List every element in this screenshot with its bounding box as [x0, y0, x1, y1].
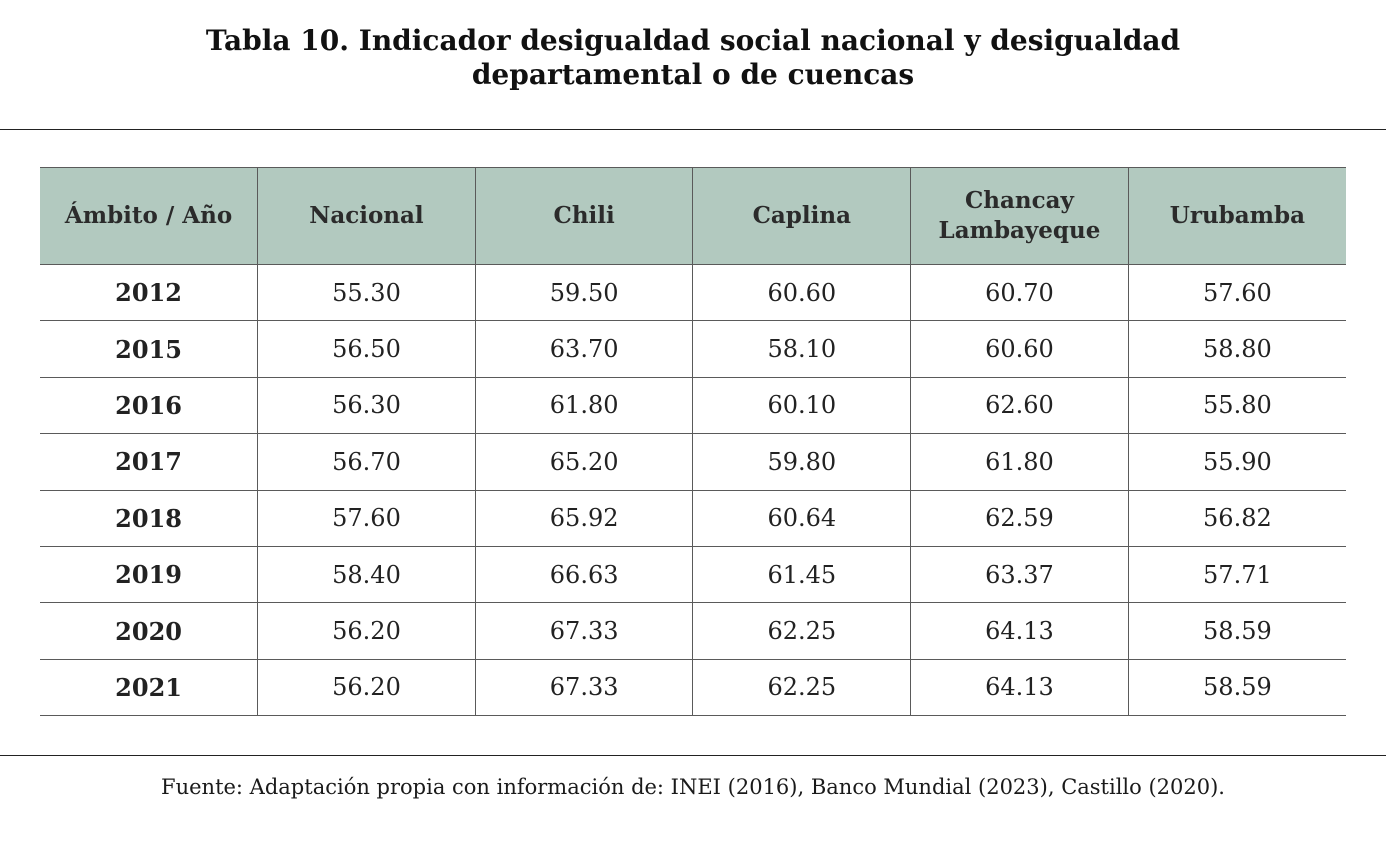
header-ambito-ano: Ámbito / Año	[40, 167, 258, 265]
table-row: 2015 56.50 63.70 58.10 60.60 58.80	[40, 320, 1346, 378]
table-row: 2021 56.20 67.33 62.25 64.13 58.59	[40, 659, 1346, 717]
table-title: Tabla 10. Indicador desigualdad social n…	[0, 24, 1386, 92]
header-chili: Chili	[474, 167, 693, 265]
table-body: 2012 55.30 59.50 60.60 60.70 57.60 2015 56.50 63…	[40, 264, 1346, 717]
cell-urubamba: 55.80	[1127, 377, 1346, 435]
table-row: 2016 56.30 61.80 60.10 62.60 55.80	[40, 377, 1346, 435]
cell-caplina: 61.45	[692, 546, 911, 604]
cell-chancay-lambayeque: 60.70	[910, 264, 1129, 322]
cell-year: 2019	[40, 546, 258, 604]
top-divider	[0, 129, 1386, 130]
header-urubamba: Urubamba	[1127, 167, 1346, 265]
cell-year: 2021	[40, 659, 258, 717]
cell-chancay-lambayeque: 62.59	[910, 490, 1129, 547]
cell-chancay-lambayeque: 64.13	[910, 602, 1129, 660]
cell-nacional: 57.60	[257, 490, 476, 547]
source-note: Fuente: Adaptación propia con informació…	[161, 775, 1225, 799]
cell-chancay-lambayeque: 62.60	[910, 377, 1129, 435]
cell-chili: 61.80	[474, 377, 693, 435]
data-table: Ámbito / Año Nacional Chili Caplina Chan…	[40, 167, 1346, 717]
cell-nacional: 56.50	[257, 320, 476, 378]
cell-chili: 59.50	[474, 264, 693, 322]
cell-chili: 67.33	[474, 659, 693, 717]
header-nacional: Nacional	[257, 167, 476, 265]
cell-nacional: 56.30	[257, 377, 476, 435]
header-chancay-lambayeque: Chancay Lambayeque	[910, 167, 1129, 265]
cell-nacional: 56.20	[257, 602, 476, 660]
cell-caplina: 58.10	[692, 320, 911, 378]
cell-nacional: 56.20	[257, 659, 476, 717]
cell-caplina: 62.25	[692, 659, 911, 717]
cell-nacional: 55.30	[257, 264, 476, 322]
cell-urubamba: 58.80	[1127, 320, 1346, 378]
cell-year: 2017	[40, 433, 258, 491]
table-row: 2019 58.40 66.63 61.45 63.37 57.71	[40, 546, 1346, 604]
cell-urubamba: 57.60	[1127, 264, 1346, 322]
cell-urubamba: 58.59	[1127, 602, 1346, 660]
cell-chancay-lambayeque: 64.13	[910, 659, 1129, 717]
cell-urubamba: 56.82	[1127, 490, 1346, 547]
cell-chili: 67.33	[474, 602, 693, 660]
cell-nacional: 56.70	[257, 433, 476, 491]
cell-caplina: 60.10	[692, 377, 911, 435]
cell-year: 2015	[40, 320, 258, 378]
table-row: 2012 55.30 59.50 60.60 60.70 57.60	[40, 264, 1346, 322]
cell-year: 2012	[40, 264, 258, 322]
bottom-divider	[0, 755, 1386, 756]
header-row: Ámbito / Año Nacional Chili Caplina Chan…	[40, 167, 1346, 265]
cell-urubamba: 57.71	[1127, 546, 1346, 604]
cell-chancay-lambayeque: 63.37	[910, 546, 1129, 604]
cell-chili: 65.92	[474, 490, 693, 547]
cell-chancay-lambayeque: 61.80	[910, 433, 1129, 491]
table-row: 2017 56.70 65.20 59.80 61.80 55.90	[40, 433, 1346, 491]
cell-urubamba: 55.90	[1127, 433, 1346, 491]
cell-urubamba: 58.59	[1127, 659, 1346, 717]
cell-chili: 65.20	[474, 433, 693, 491]
cell-chancay-lambayeque: 60.60	[910, 320, 1129, 378]
header-caplina: Caplina	[692, 167, 911, 265]
cell-chili: 66.63	[474, 546, 693, 604]
table-row: 2020 56.20 67.33 62.25 64.13 58.59	[40, 602, 1346, 660]
title-line-1: Tabla 10. Indicador desigualdad social n…	[205, 24, 1181, 57]
cell-caplina: 62.25	[692, 602, 911, 660]
cell-year: 2020	[40, 602, 258, 660]
cell-caplina: 60.64	[692, 490, 911, 547]
cell-nacional: 58.40	[257, 546, 476, 604]
cell-caplina: 59.80	[692, 433, 911, 491]
table-row: 2018 57.60 65.92 60.64 62.59 56.82	[40, 490, 1346, 547]
cell-year: 2018	[40, 490, 258, 547]
title-line-2: departamental o de cuencas	[471, 58, 915, 91]
cell-year: 2016	[40, 377, 258, 435]
cell-caplina: 60.60	[692, 264, 911, 322]
cell-chili: 63.70	[474, 320, 693, 378]
